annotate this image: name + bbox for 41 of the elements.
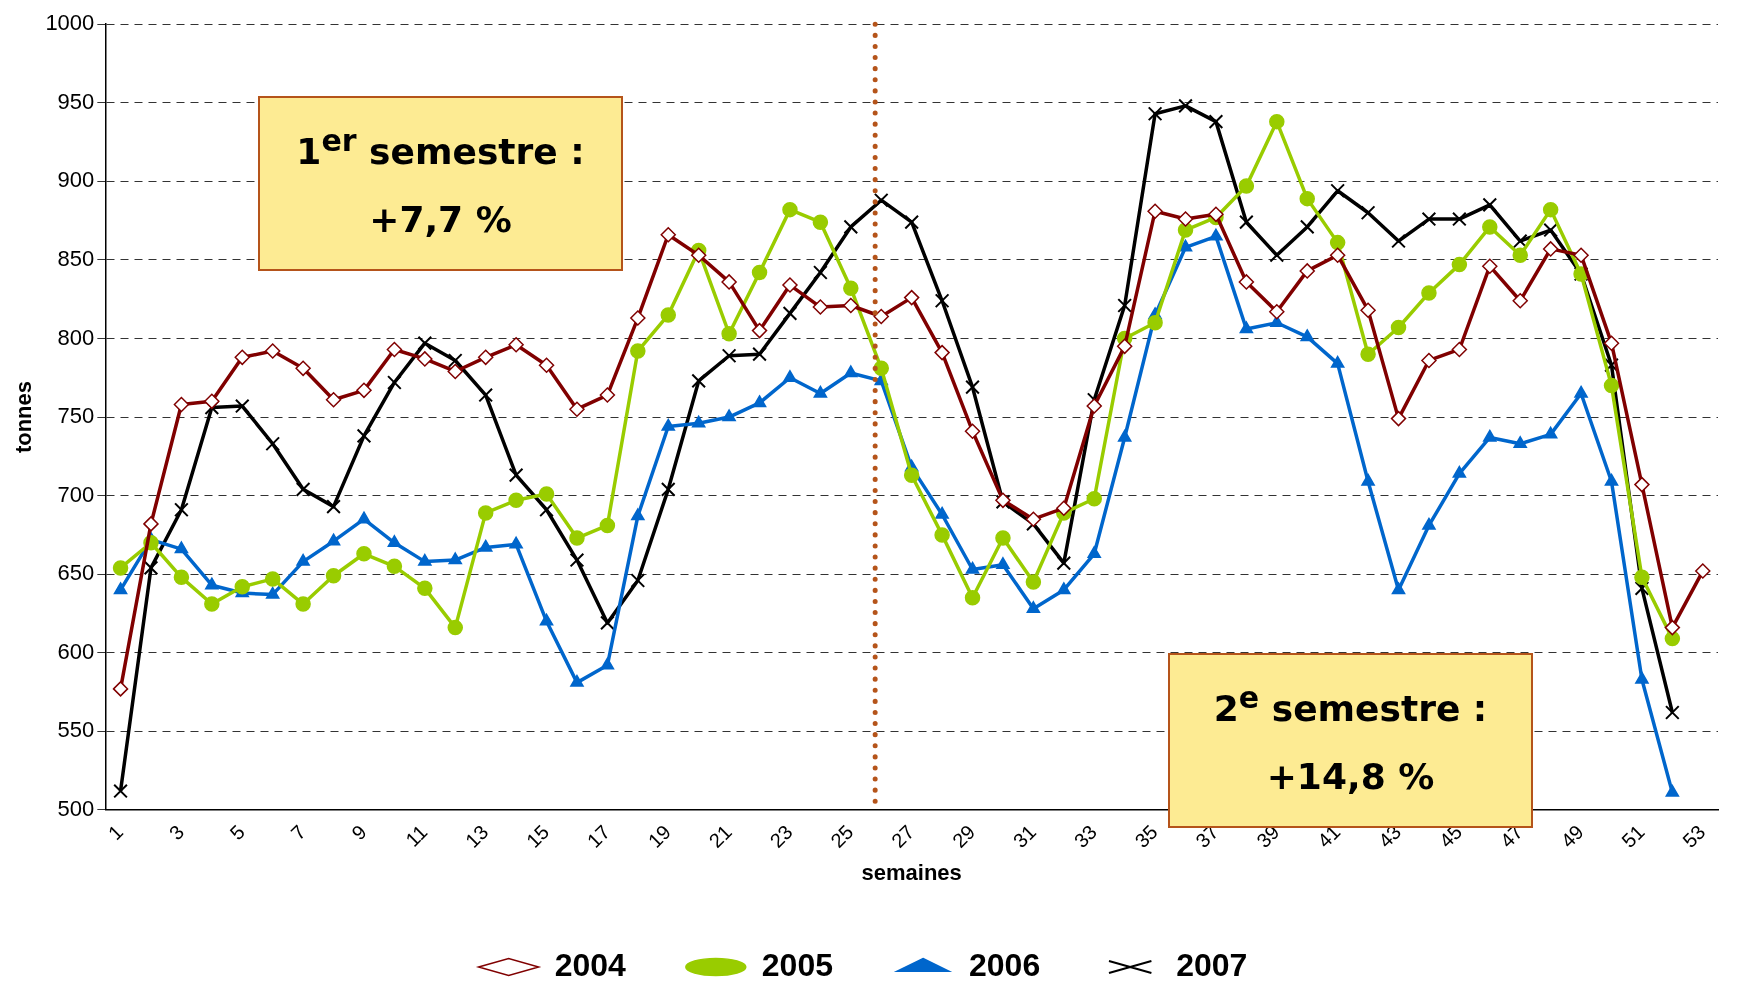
y-tick-label: 850: [57, 245, 95, 271]
x-tick-label: 31: [1008, 820, 1041, 852]
x-tick-label: 13: [461, 820, 493, 852]
x-tick-label: 41: [1313, 820, 1345, 852]
x-tick-label: 19: [643, 820, 675, 852]
annotation: 2$^{e}$ semestre : +14,8 %: [1213, 680, 1488, 798]
x-tick-label: 49: [1556, 820, 1588, 852]
y-tick-label: 1000: [45, 10, 95, 36]
x-tick-label: 21: [704, 820, 736, 852]
y-tick-label: 900: [57, 167, 95, 193]
legend-label: 2004: [554, 946, 627, 983]
x-tick-label: 35: [1130, 820, 1162, 852]
y-tick-label: 600: [57, 638, 95, 664]
x-tick-label: 11: [401, 820, 432, 851]
y-axis-title: tonnes: [11, 380, 37, 454]
x-tick-label: 27: [887, 820, 919, 852]
x-axis-title: semaines: [861, 859, 962, 885]
y-tick-label: 650: [57, 560, 95, 586]
y-tick-label: 700: [57, 481, 95, 507]
y-tick-label: 550: [57, 717, 95, 743]
y-tick-label: 750: [57, 403, 95, 429]
x-tick-label: 25: [826, 820, 858, 852]
x-tick-label: 29: [947, 820, 980, 852]
y-tick-label: 950: [57, 88, 95, 114]
legend-label: 2007: [1176, 946, 1248, 983]
x-tick-label: 17: [582, 820, 615, 852]
y-tick-label: 500: [57, 795, 95, 821]
x-tick-label: 5: [225, 820, 249, 844]
x-tick-label: 51: [1617, 820, 1649, 852]
x-tick-label: 1: [103, 820, 128, 844]
y-tick-label: 800: [57, 324, 95, 350]
x-tick-label: 23: [765, 820, 797, 852]
legend-label: 2006: [969, 946, 1041, 983]
legend-label: 2005: [761, 946, 833, 983]
x-tick-label: 15: [521, 820, 554, 852]
x-tick-label: 9: [347, 820, 371, 844]
x-tick-label: 7: [286, 820, 310, 844]
annotation: 1$^{er}$ semestre : +7,7 %: [258, 96, 623, 271]
x-tick-label: 3: [164, 820, 189, 844]
x-tick-label: 33: [1069, 820, 1101, 852]
x-tick-label: 53: [1678, 820, 1710, 852]
